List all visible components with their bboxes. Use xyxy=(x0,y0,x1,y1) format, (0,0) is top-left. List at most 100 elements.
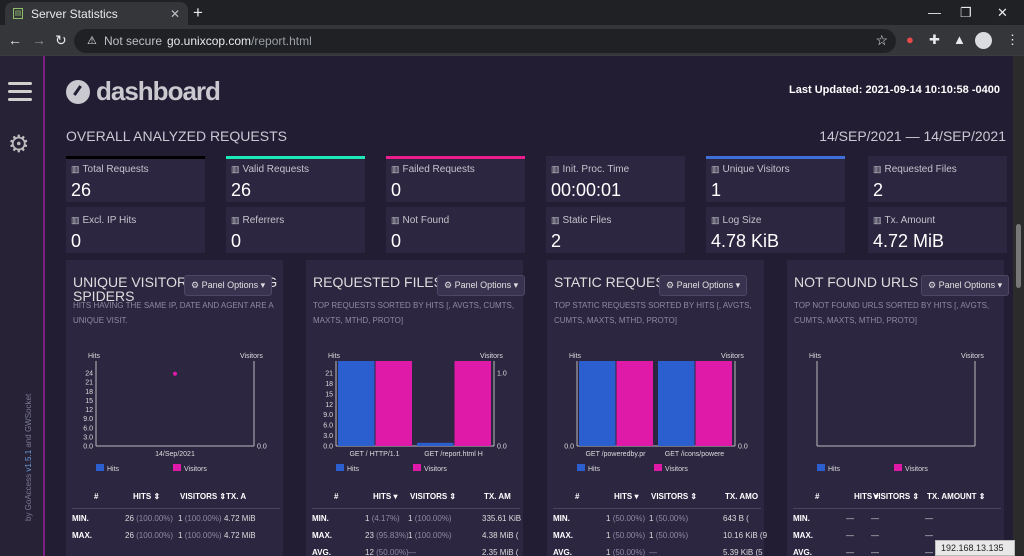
address-bar[interactable]: ⚠ Not secure go.unixcop.com/report.html … xyxy=(74,29,896,53)
forward-icon[interactable]: → xyxy=(32,32,46,48)
y-axis-label: Hits xyxy=(809,353,822,360)
column-header[interactable]: VISITORS ⇕ xyxy=(873,492,920,501)
extension-icon[interactable]: ● xyxy=(906,32,914,47)
card-value: 26 xyxy=(231,180,252,200)
legend-visitors-swatch xyxy=(894,464,902,471)
column-header[interactable]: VISITORS ⇕ xyxy=(651,492,698,501)
y-tick-label: 24 xyxy=(85,371,93,378)
y-tick-label: 21 xyxy=(325,371,333,378)
close-window-icon[interactable]: ✕ xyxy=(997,5,1008,20)
puzzle-extensions-icon[interactable]: ✚ xyxy=(929,32,940,47)
column-header[interactable]: TX. A xyxy=(226,492,247,501)
legend-visitors-swatch xyxy=(173,464,181,471)
hits-cell: 26 (100.00%) xyxy=(125,531,174,540)
panel-chart: Hits Visitors Hits Visitors xyxy=(809,353,984,473)
legend-hits-swatch xyxy=(817,464,825,471)
y-tick-label: 12 xyxy=(325,402,333,409)
card-accent-bar xyxy=(706,156,845,159)
table-row: MAX. — — — xyxy=(787,531,1004,548)
column-header[interactable]: # xyxy=(815,492,820,501)
column-header[interactable]: # xyxy=(94,492,99,501)
bar-hits xyxy=(338,361,375,446)
tx-cell: 4.38 MiB ( xyxy=(482,531,519,540)
panel-options-button[interactable]: ⚙ Panel Options ▾ xyxy=(659,275,748,296)
bar-chart-icon: ▥ xyxy=(551,164,560,174)
gear-icon: ⚙ xyxy=(928,280,937,290)
column-header[interactable]: # xyxy=(575,492,580,501)
sidebar: ⚙ by GoAccess v1.5.1 and GWSocket xyxy=(0,56,45,556)
new-tab-icon[interactable]: + xyxy=(193,3,203,22)
bar-chart-icon: ▥ xyxy=(873,215,882,225)
panel-subtitle: TOP NOT FOUND URLS SORTED BY HITS [, AVG… xyxy=(794,301,990,325)
profile-avatar[interactable] xyxy=(975,32,992,49)
panel-options-button[interactable]: ⚙ Panel Options ▾ xyxy=(921,275,1010,296)
panel-chart: Hits Visitors 0.0 3.0 6.0 9.0 12 15 18 21 0.0 1.0 GE… xyxy=(323,353,507,473)
column-header[interactable]: HITS ▾ xyxy=(373,492,398,501)
tx-cell: — xyxy=(925,548,933,556)
tx-cell: 4.72 MiB xyxy=(224,514,256,523)
bar-chart-icon: ▥ xyxy=(231,215,240,225)
last-updated: Last Updated: 2021-09-14 10:10:58 -0400 xyxy=(789,84,1000,96)
legend-visitors-label: Visitors xyxy=(424,466,447,473)
tx-cell: — xyxy=(925,514,933,523)
column-header[interactable]: VISITORS ⇕ xyxy=(410,492,457,501)
card-label: ▥ Valid Requests xyxy=(231,164,310,175)
restore-icon[interactable]: ❐ xyxy=(960,5,972,20)
hamburger-menu-icon[interactable] xyxy=(8,82,32,102)
menu-kebab-icon[interactable]: ⋮ xyxy=(1006,32,1019,47)
bar-chart-icon: ▥ xyxy=(391,215,400,225)
bar-chart-icon: ▥ xyxy=(71,164,80,174)
legend-visitors-label: Visitors xyxy=(905,466,928,473)
settings-gear-icon[interactable]: ⚙ xyxy=(8,131,30,158)
bar-visitors xyxy=(695,361,732,446)
y-tick-label: 6.0 xyxy=(83,425,93,432)
column-header[interactable]: TX. AM xyxy=(484,492,511,501)
reload-icon[interactable]: ↻ xyxy=(55,32,67,48)
bar-chart-icon: ▥ xyxy=(873,164,882,174)
browser-tab[interactable]: ▤ Server Statistics ✕ xyxy=(5,2,188,25)
column-header[interactable]: HITS ⇕ xyxy=(133,492,161,501)
y-tick-label: 6.0 xyxy=(323,423,333,430)
row-label: MIN. xyxy=(312,514,329,523)
legend-hits-label: Hits xyxy=(828,466,841,473)
card-label: ▥ Total Requests xyxy=(71,164,149,175)
page-scrollbar[interactable] xyxy=(1013,56,1024,556)
minimize-icon[interactable]: — xyxy=(928,5,941,20)
card-accent-bar xyxy=(66,156,205,159)
hits-cell: 23 (95.83%) xyxy=(365,531,409,540)
tab-title: Server Statistics xyxy=(31,6,118,21)
panel-3: STATIC REQUESTS ⚙ Panel Options ▾ TOP STAT… xyxy=(547,260,767,556)
close-tab-icon[interactable]: ✕ xyxy=(169,6,180,21)
back-icon[interactable]: ← xyxy=(8,32,22,48)
y-tick-label: 3.0 xyxy=(323,433,333,440)
metric-card: ▥ Init. Proc. Time 00:00:01 xyxy=(546,156,685,202)
panel-options-button[interactable]: ⚙ Panel Options ▾ xyxy=(437,275,526,296)
hits-cell: — xyxy=(846,514,854,523)
row-label: MAX. xyxy=(553,531,573,540)
hits-cell: 26 (100.00%) xyxy=(125,514,174,523)
table-row: MIN. 1 (4.17%) 1 (100.00%) 335.61 KiB xyxy=(306,514,523,531)
panel-options-button[interactable]: ⚙ Panel Options ▾ xyxy=(184,275,273,296)
scrollbar-thumb[interactable] xyxy=(1016,224,1021,288)
card-label: ▥ Excl. IP Hits xyxy=(71,215,137,226)
column-header[interactable]: HITS ▾ xyxy=(614,492,639,501)
dashboard-gauge-icon xyxy=(66,79,90,104)
panel-subtitle: TOP STATIC REQUESTS SORTED BY HITS [, AV… xyxy=(554,301,752,325)
column-header[interactable]: # xyxy=(334,492,339,501)
card-label: ▥ Unique Visitors xyxy=(711,164,790,175)
bookmark-star-icon[interactable]: ☆ xyxy=(875,32,888,48)
tx-cell: — xyxy=(925,531,933,540)
lab-flask-icon[interactable]: ▲ xyxy=(953,32,966,47)
column-header[interactable]: TX. AMO xyxy=(725,492,759,501)
metric-card: ▥ Static Files 2 xyxy=(546,207,685,253)
column-header[interactable]: TX. AMOUNT ⇕ xyxy=(927,492,986,501)
column-header[interactable]: HITS ▾ xyxy=(854,492,879,501)
y2-tick-label: 0.0 xyxy=(257,444,267,451)
x-tick-label: GET / HTTP/1.1 xyxy=(349,451,399,458)
row-label: MAX. xyxy=(793,531,813,540)
column-header[interactable]: VISITORS ⇕ xyxy=(180,492,227,501)
bar-chart-icon: ▥ xyxy=(711,164,720,174)
card-value: 2 xyxy=(873,180,884,200)
card-value: 4.72 MiB xyxy=(873,231,945,251)
gear-icon: ⚙ xyxy=(444,280,453,290)
